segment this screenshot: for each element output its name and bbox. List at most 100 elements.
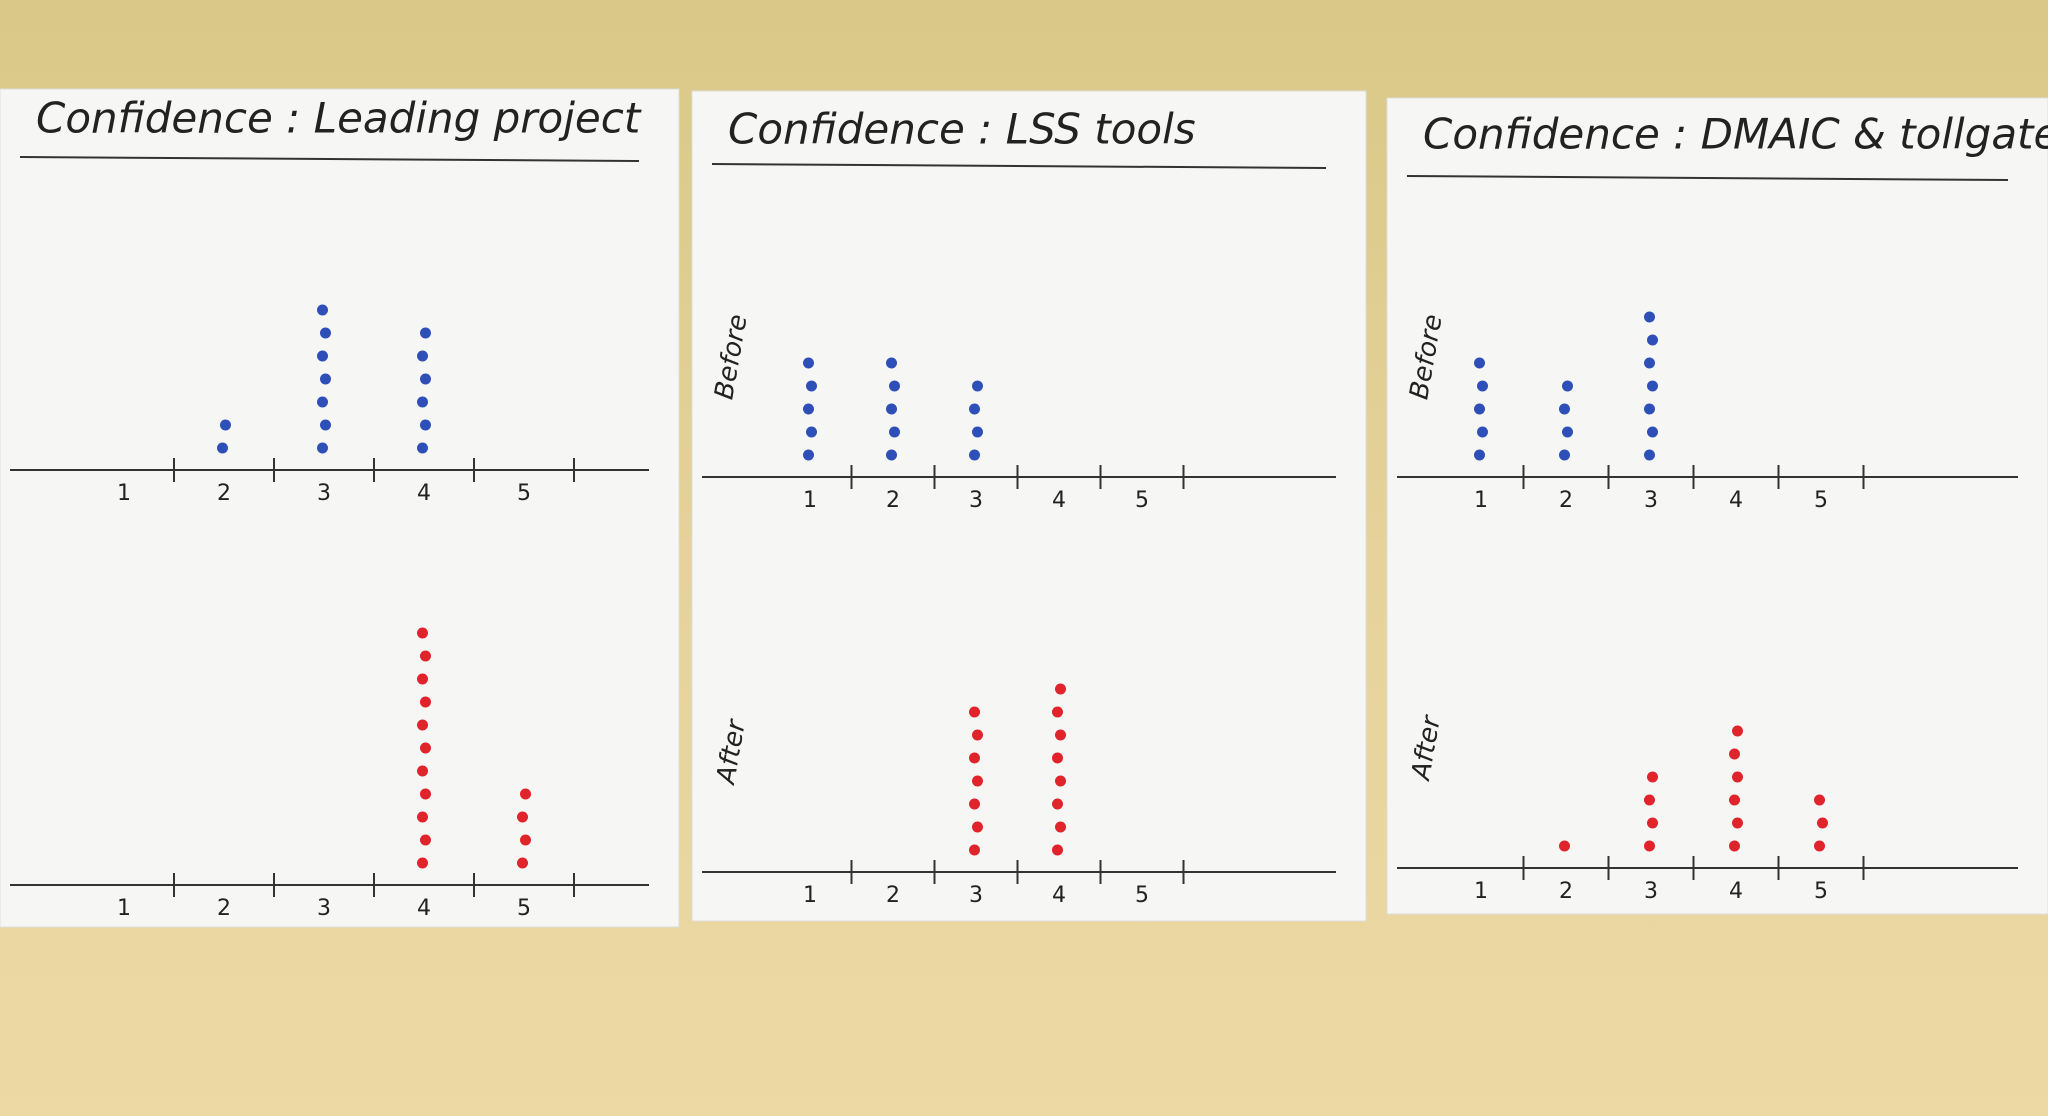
dot-stack [517, 788, 531, 869]
title-underline [19, 156, 640, 162]
x-tick-label: 5 [517, 481, 531, 506]
x-tick-label: 5 [1814, 879, 1828, 904]
x-tick-label: 3 [317, 896, 331, 921]
dot [1644, 794, 1655, 806]
dot [972, 821, 983, 833]
dot [969, 706, 980, 718]
dot [969, 752, 980, 764]
dot [420, 696, 431, 708]
dot [420, 650, 431, 662]
dot [1474, 449, 1485, 461]
dot [420, 327, 431, 339]
x-tick-label: 3 [1644, 879, 1658, 904]
dot [969, 798, 980, 810]
dot [1055, 683, 1066, 695]
chart-title: Confidence : LSS tools [728, 105, 1196, 154]
dot [417, 673, 428, 685]
x-tick-label: 4 [417, 481, 431, 506]
dot [1814, 794, 1825, 806]
x-tick-label: 5 [1135, 488, 1149, 513]
dot-stack [1559, 380, 1573, 461]
chart-title: Confidence : Leading project [36, 94, 642, 143]
dot [517, 811, 528, 823]
x-tick-label: 4 [417, 896, 431, 921]
dot [1729, 840, 1740, 852]
dot [806, 426, 817, 438]
dot [1052, 798, 1063, 810]
x-tick-label: 2 [886, 883, 900, 908]
dot [889, 380, 900, 392]
dot [1562, 380, 1573, 392]
dot [417, 857, 428, 869]
dot-stack [1729, 725, 1743, 852]
dot [1474, 403, 1485, 415]
x-tick-label: 2 [217, 896, 231, 921]
dot-stack [1474, 357, 1488, 461]
dot [1644, 403, 1655, 415]
dot [417, 719, 428, 731]
dot [417, 442, 428, 454]
dot-stack [969, 706, 983, 856]
dot [420, 834, 431, 846]
dot [420, 788, 431, 800]
x-tick-label: 4 [1052, 488, 1066, 513]
title-underline [711, 163, 1327, 169]
dot [1647, 380, 1658, 392]
dot-stack [1644, 311, 1658, 461]
x-tick-label: 5 [1814, 488, 1828, 513]
x-tick-label: 5 [1135, 883, 1149, 908]
dot [317, 396, 328, 408]
x-tick-label: 4 [1729, 488, 1743, 513]
dot [520, 788, 531, 800]
dot [420, 419, 431, 431]
dot [803, 403, 814, 415]
dot [1055, 729, 1066, 741]
dot [889, 426, 900, 438]
dot [1732, 817, 1743, 829]
dot [1559, 840, 1570, 852]
dot [886, 403, 897, 415]
dot [1732, 725, 1743, 737]
dot [417, 396, 428, 408]
dot [1814, 840, 1825, 852]
dot [1732, 771, 1743, 783]
dot-stack [1559, 840, 1570, 852]
dot [1474, 357, 1485, 369]
dot [417, 765, 428, 777]
dot-stack [1052, 683, 1066, 856]
x-tick-label: 2 [217, 481, 231, 506]
dot-stack [969, 380, 983, 461]
dot [1562, 426, 1573, 438]
dot [520, 834, 531, 846]
x-tick-label: 3 [969, 883, 983, 908]
title-underline [1406, 175, 2009, 181]
dot [969, 449, 980, 461]
dot [969, 403, 980, 415]
dot-stack [417, 327, 431, 454]
dot [1647, 771, 1658, 783]
dot [1647, 817, 1658, 829]
dot [317, 350, 328, 362]
dot [1817, 817, 1828, 829]
dot [886, 357, 897, 369]
dot [1052, 706, 1063, 718]
dot [320, 419, 331, 431]
x-tick-label: 1 [803, 883, 817, 908]
dot [1644, 449, 1655, 461]
x-tick-label: 1 [117, 481, 131, 506]
dot-stack [217, 419, 231, 454]
dot-stack [803, 357, 817, 461]
x-tick-label: 1 [117, 896, 131, 921]
dot [517, 857, 528, 869]
dot [972, 729, 983, 741]
dot [886, 449, 897, 461]
chart-title: Confidence : DMAIC & tollgates [1423, 110, 2048, 159]
dot [803, 449, 814, 461]
dot [1729, 794, 1740, 806]
dot [1644, 311, 1655, 323]
dot [1052, 844, 1063, 856]
dot [420, 373, 431, 385]
dot [1729, 748, 1740, 760]
dot [972, 775, 983, 787]
